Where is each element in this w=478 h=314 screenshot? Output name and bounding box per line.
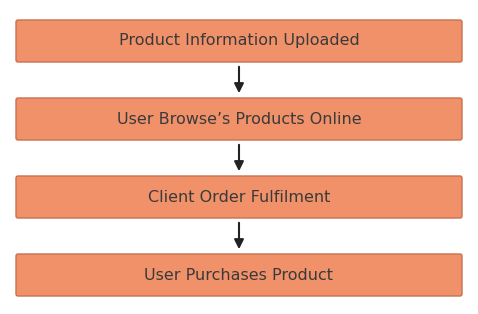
Text: User Browse’s Products Online: User Browse’s Products Online: [117, 111, 361, 127]
FancyBboxPatch shape: [16, 176, 462, 218]
FancyBboxPatch shape: [16, 98, 462, 140]
Text: Product Information Uploaded: Product Information Uploaded: [119, 34, 359, 48]
Text: User Purchases Product: User Purchases Product: [144, 268, 334, 283]
FancyBboxPatch shape: [16, 20, 462, 62]
Text: Client Order Fulfilment: Client Order Fulfilment: [148, 190, 330, 204]
FancyBboxPatch shape: [16, 254, 462, 296]
